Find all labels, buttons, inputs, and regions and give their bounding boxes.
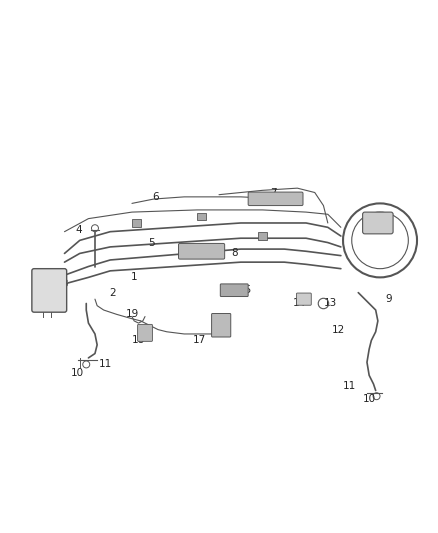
FancyBboxPatch shape [363, 212, 393, 234]
Text: 6: 6 [152, 192, 159, 202]
FancyBboxPatch shape [197, 213, 206, 220]
FancyBboxPatch shape [138, 325, 152, 341]
FancyBboxPatch shape [248, 192, 303, 206]
Text: 12: 12 [332, 325, 345, 335]
FancyBboxPatch shape [297, 293, 311, 305]
Text: 18: 18 [132, 335, 145, 345]
Text: 10: 10 [71, 368, 84, 378]
Text: 15: 15 [238, 286, 252, 295]
Text: 5: 5 [148, 238, 155, 247]
FancyBboxPatch shape [258, 232, 267, 240]
Text: 17: 17 [193, 335, 206, 345]
Text: 4: 4 [75, 224, 82, 235]
Text: 10: 10 [363, 394, 376, 404]
Text: 19: 19 [125, 309, 138, 319]
Text: 1: 1 [131, 272, 138, 282]
FancyBboxPatch shape [32, 269, 67, 312]
FancyBboxPatch shape [132, 220, 141, 227]
FancyBboxPatch shape [212, 313, 231, 337]
Text: 2: 2 [109, 288, 116, 297]
Text: 8: 8 [231, 248, 237, 259]
Text: 7: 7 [270, 188, 277, 198]
Text: 9: 9 [385, 294, 392, 304]
Text: 13: 13 [323, 298, 337, 309]
FancyBboxPatch shape [220, 284, 248, 296]
Text: 11: 11 [99, 359, 112, 369]
FancyBboxPatch shape [179, 244, 225, 259]
Text: 16: 16 [212, 325, 226, 335]
Text: 14: 14 [293, 298, 306, 309]
Text: 3: 3 [61, 279, 68, 289]
Text: 11: 11 [343, 381, 356, 391]
